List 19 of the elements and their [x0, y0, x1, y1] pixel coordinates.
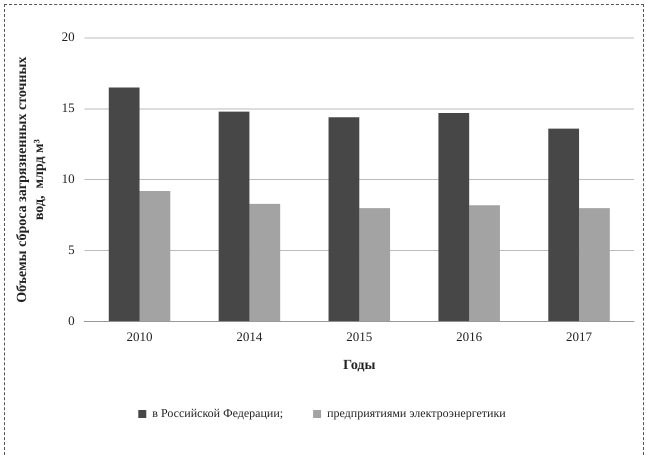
legend-label: в Российской Федерации;: [152, 406, 284, 420]
y-tick-label: 5: [68, 242, 75, 258]
y-tick-label: 10: [62, 171, 75, 186]
bar: [328, 117, 360, 322]
y-tick-label: 0: [68, 313, 75, 328]
y-axis-title: Объемы сброса загрязненных сточных вод, млрд м³: [15, 56, 47, 303]
x-tick-label: 2014: [236, 328, 263, 344]
x-tick-label: 2017: [566, 328, 593, 344]
x-axis-title: Годы: [343, 358, 376, 374]
x-tick-label: 2016: [456, 328, 483, 344]
bar: [438, 113, 470, 322]
legend-label: предприятиями электроэнергетики: [327, 406, 506, 420]
bar: [108, 87, 140, 322]
bar: [548, 128, 580, 322]
x-tick-label: 2015: [346, 328, 372, 344]
y-tick-label: 20: [62, 29, 75, 44]
bar: [218, 112, 250, 322]
y-tick-label: 15: [62, 100, 75, 116]
x-tick-label: 2010: [126, 328, 153, 344]
